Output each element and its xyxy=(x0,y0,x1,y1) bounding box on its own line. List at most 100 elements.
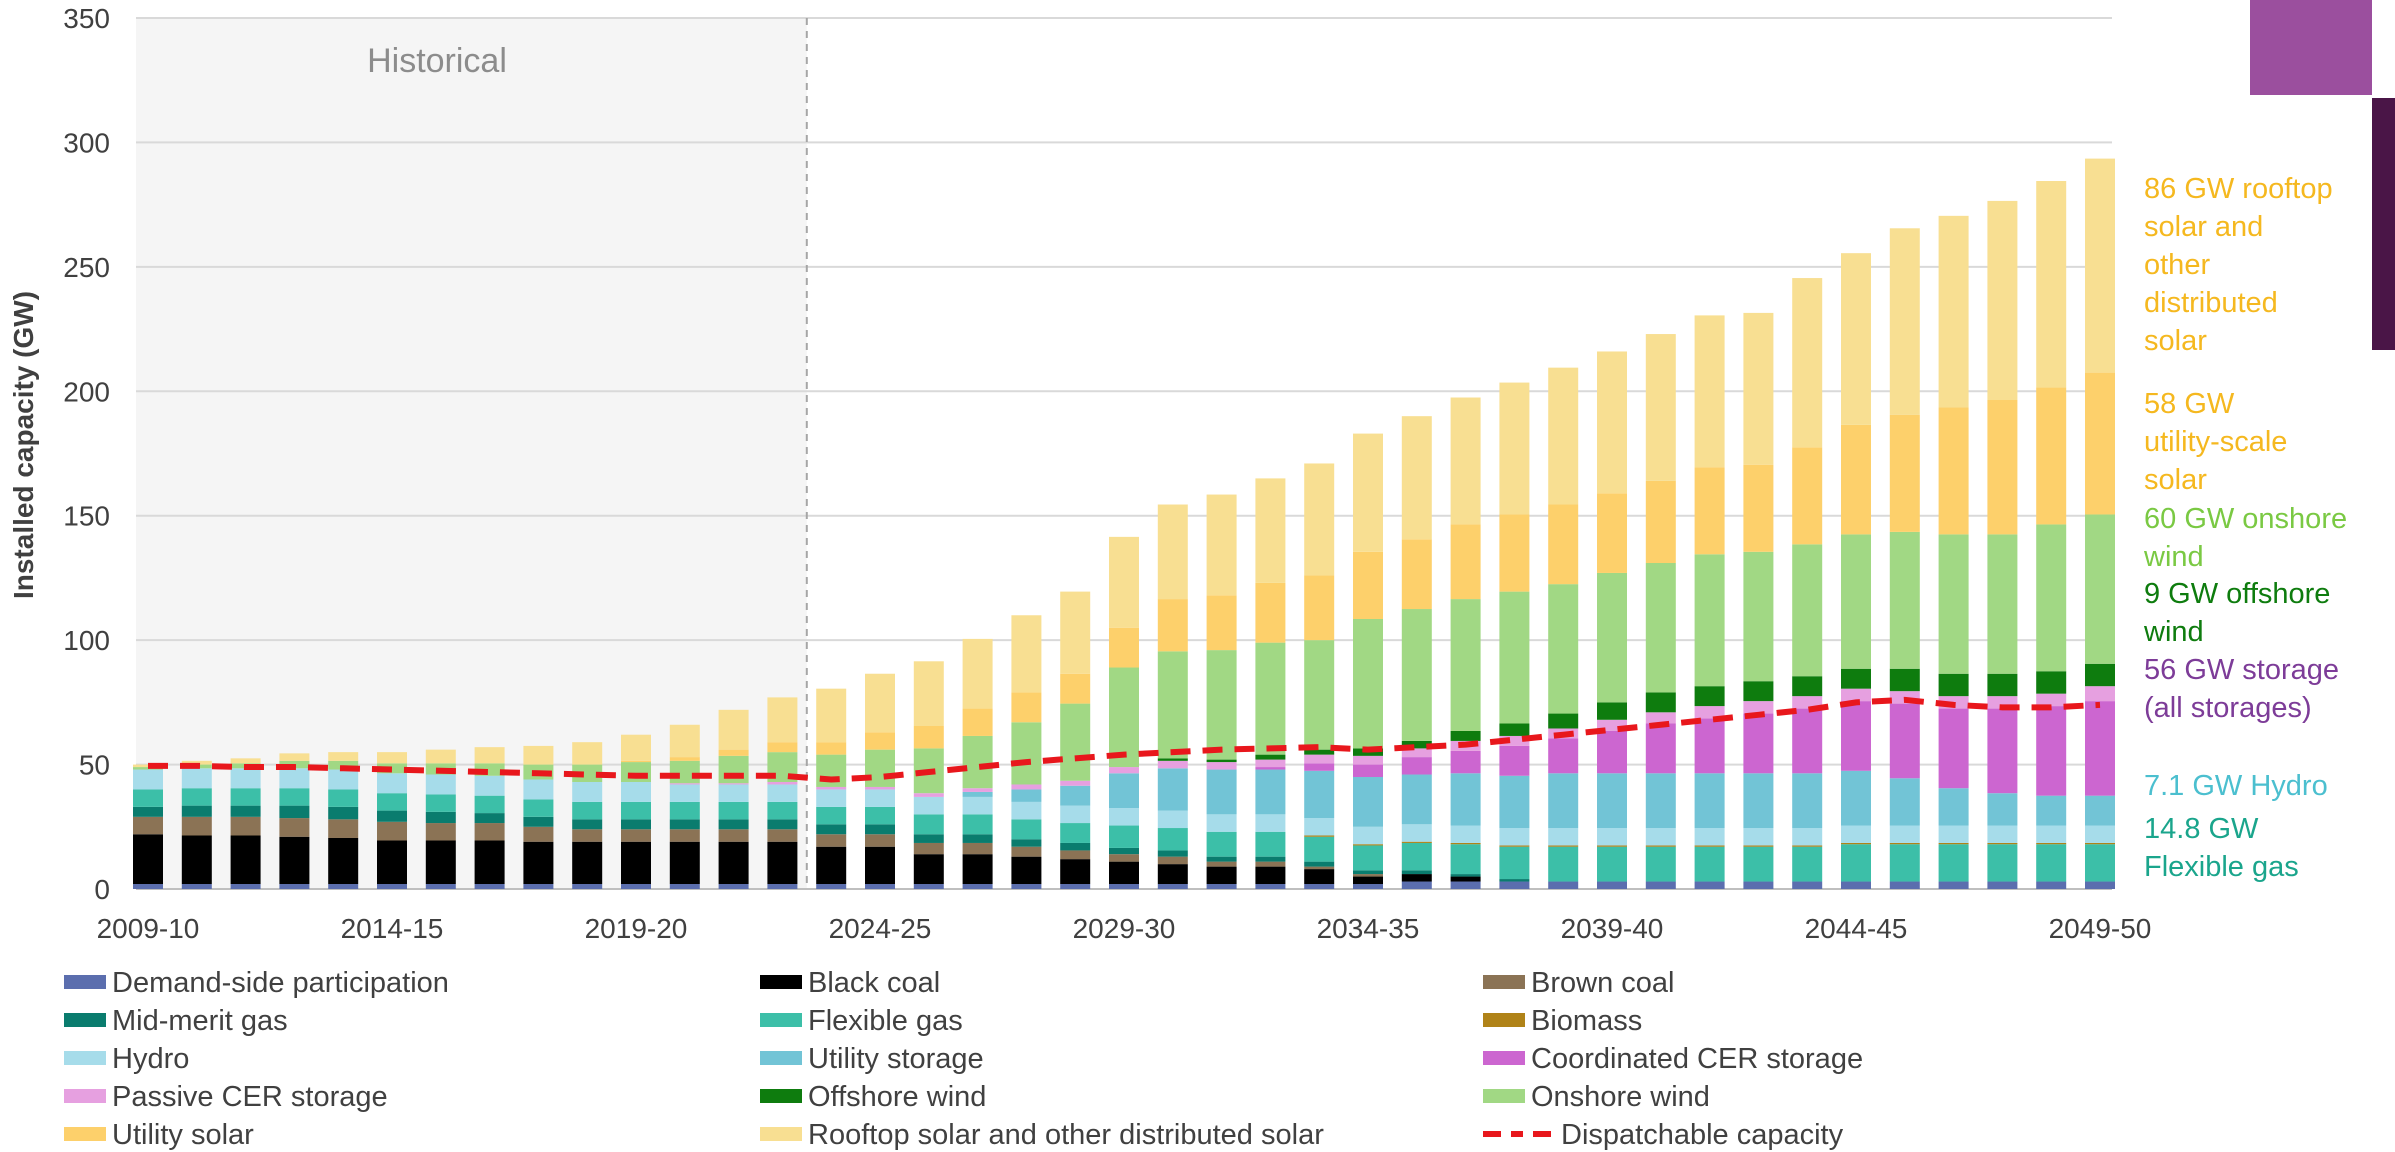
annotation-text: other xyxy=(2144,249,2210,281)
y-axis-label: Installed capacity (GW) xyxy=(8,291,39,599)
series-annotations: 86 GW rooftop solar and other distributed so… xyxy=(2143,173,2347,883)
bar-segment xyxy=(1938,844,1969,882)
bar-segment xyxy=(1206,884,1237,889)
bar-segment xyxy=(1401,870,1432,875)
bar-segment xyxy=(230,816,261,836)
bar-segment xyxy=(181,835,212,885)
y-tick-label: 250 xyxy=(63,252,110,283)
bar-segment xyxy=(181,788,212,806)
bar-segment xyxy=(181,805,212,817)
bar-segment xyxy=(816,786,847,790)
bar-segment xyxy=(2085,881,2115,889)
bar-segment xyxy=(1450,730,1481,741)
bar-segment xyxy=(1597,773,1627,829)
bar-segment xyxy=(1987,881,2018,889)
bar-segment xyxy=(2036,693,2067,707)
legend-label: Passive CER storage xyxy=(112,1081,388,1113)
bar-segment xyxy=(1792,544,1823,677)
bar-segment xyxy=(1401,748,1432,758)
bar-segment xyxy=(1450,844,1481,875)
bar-segment xyxy=(767,884,798,889)
legend-swatch xyxy=(1483,1089,1525,1103)
legend-swatch xyxy=(760,1127,802,1141)
bar-segment xyxy=(1109,627,1139,668)
legend-label: Hydro xyxy=(112,1043,189,1075)
bar-segment xyxy=(669,801,700,820)
bar-segment xyxy=(1694,846,1725,882)
bar-segment xyxy=(1889,531,1920,669)
bar-segment xyxy=(621,819,651,830)
annotation-text: wind xyxy=(2143,541,2204,573)
bar-segment xyxy=(1255,866,1286,885)
bar-segment xyxy=(328,769,359,790)
bar-segment xyxy=(913,793,944,797)
bar-segment xyxy=(865,732,895,750)
bar-segment xyxy=(1060,823,1091,843)
bar-segment xyxy=(1499,514,1530,592)
bar-segment xyxy=(1548,881,1579,889)
bar-segment xyxy=(2085,686,2115,702)
bar-segment xyxy=(1157,758,1188,761)
legend-label: Dispatchable capacity xyxy=(1561,1119,1844,1151)
bar-segment xyxy=(1694,706,1725,719)
bar-segment xyxy=(913,842,944,855)
y-tick-labels: 0 50 100 150 200 250 300 350 xyxy=(63,3,110,905)
bar-segment xyxy=(523,745,554,765)
bar-segment xyxy=(1304,818,1335,836)
y-tick-label: 300 xyxy=(63,127,110,158)
bar-segment xyxy=(1499,881,1530,889)
bar-stacks xyxy=(133,158,2115,889)
bar-segment xyxy=(1743,828,1774,846)
annotation-text: 60 GW onshore xyxy=(2144,503,2347,535)
bar-segment xyxy=(1450,825,1481,843)
bar-segment xyxy=(133,816,163,835)
bar-segment xyxy=(669,841,700,885)
bar-segment xyxy=(865,789,895,807)
bar-segment xyxy=(181,760,212,765)
bar-segment xyxy=(1987,825,2018,843)
annotation-text: Flexible gas xyxy=(2144,851,2299,883)
bar-segment xyxy=(913,725,944,749)
bar-segment xyxy=(1841,424,1871,535)
bar-segment xyxy=(718,884,749,889)
legend: Demand-side participation Black coal Brown… xyxy=(64,967,1863,1151)
annotation-text: 14.8 GW xyxy=(2144,813,2259,845)
bar-segment xyxy=(377,810,407,822)
bar-segment xyxy=(425,840,456,885)
x-tick-label: 2044-45 xyxy=(1805,913,1908,944)
bar-segment xyxy=(1499,735,1530,746)
bar-segment xyxy=(816,789,847,807)
corner-accent-top xyxy=(2250,0,2372,95)
bar-segment xyxy=(425,774,456,795)
bar-segment xyxy=(2085,158,2115,373)
bar-segment xyxy=(1694,828,1725,846)
bar-segment xyxy=(1450,599,1481,731)
bar-segment xyxy=(1938,673,1969,697)
legend-label: Mid-merit gas xyxy=(112,1005,288,1037)
bar-segment xyxy=(279,753,310,761)
bar-segment xyxy=(2085,514,2115,664)
bar-segment xyxy=(1109,767,1139,774)
legend-swatch xyxy=(64,1127,106,1141)
bar-segment xyxy=(377,884,407,889)
bar-segment xyxy=(2036,795,2067,826)
bar-segment xyxy=(1206,769,1237,815)
bar-segment xyxy=(1743,464,1774,552)
bar-segment xyxy=(621,829,651,842)
bar-segment xyxy=(1304,749,1335,755)
bar-segment xyxy=(1109,773,1139,809)
bar-segment xyxy=(767,784,798,802)
bar-segment xyxy=(1353,874,1383,877)
bar-segment xyxy=(1597,828,1627,846)
bar-segment xyxy=(1548,845,1579,847)
bar-segment xyxy=(1304,640,1335,750)
bar-segment xyxy=(865,749,895,787)
bar-segment xyxy=(816,846,847,885)
bar-segment xyxy=(1060,859,1091,885)
legend-swatch xyxy=(760,1013,802,1027)
bar-segment xyxy=(133,834,163,885)
bar-segment xyxy=(181,816,212,836)
bar-segment xyxy=(2036,825,2067,843)
bar-segment xyxy=(523,841,554,885)
bar-segment xyxy=(1304,884,1335,889)
